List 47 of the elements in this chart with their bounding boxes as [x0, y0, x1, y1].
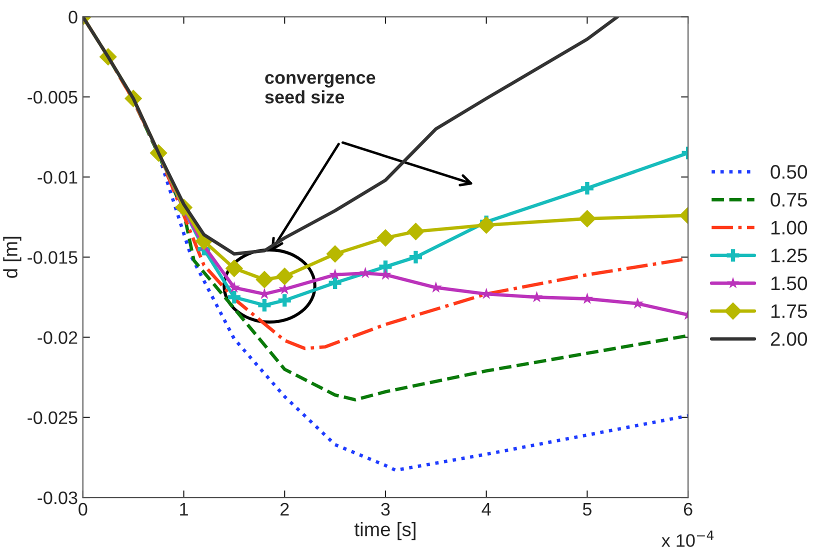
legend-label: 2.00: [770, 332, 808, 346]
legend-label: 0.75: [770, 192, 807, 207]
point: [380, 268, 392, 280]
x-tick-label: 4: [482, 503, 491, 516]
point: [329, 268, 341, 280]
text: x 10$^{−4}$: [662, 530, 714, 547]
point: [359, 266, 372, 278]
point: [376, 229, 394, 247]
point: [530, 290, 543, 302]
y-tick-label: -0.025: [28, 411, 78, 424]
legend-label: 1.00: [771, 220, 808, 235]
x-tick-label: 0: [78, 502, 88, 516]
y-tick-label: 0: [68, 10, 78, 24]
x-tick-label: 2: [280, 502, 289, 516]
point: [578, 210, 596, 228]
point: [581, 292, 594, 304]
point: [328, 276, 342, 290]
legend-label: 1.50: [771, 276, 808, 290]
y-axis-title: d [m]: [3, 236, 22, 278]
point: [228, 290, 240, 304]
x-tick-label: 5: [582, 503, 592, 516]
point: [478, 216, 496, 234]
point: [225, 260, 244, 278]
point: [276, 268, 294, 286]
line-series: [82, 16, 620, 256]
point: [406, 222, 425, 240]
legend-label: 1.75: [771, 304, 807, 318]
legend-label: 1.25: [771, 248, 807, 262]
y-tick-label: -0.01: [38, 170, 78, 184]
x-axis-title: time [s]: [354, 522, 416, 540]
y-tick-label: -0.02: [38, 331, 78, 344]
point: [326, 245, 344, 263]
legend-label: 0.50: [770, 165, 808, 179]
x-tick-label: 3: [381, 502, 390, 516]
point: [580, 182, 594, 194]
point: [409, 250, 422, 264]
y-tick-label: -0.03: [38, 491, 78, 504]
x-tick-label: 6: [684, 502, 692, 516]
point: [256, 270, 274, 288]
point: [258, 298, 271, 312]
annotation: convergence seed size: [265, 74, 376, 104]
point: [278, 294, 291, 307]
y-tick-label: -0.005: [28, 90, 78, 104]
point: [228, 281, 240, 293]
x-tick-label: 1: [180, 503, 188, 516]
y-tick-label: -0.015: [28, 251, 78, 264]
point: [379, 260, 392, 274]
